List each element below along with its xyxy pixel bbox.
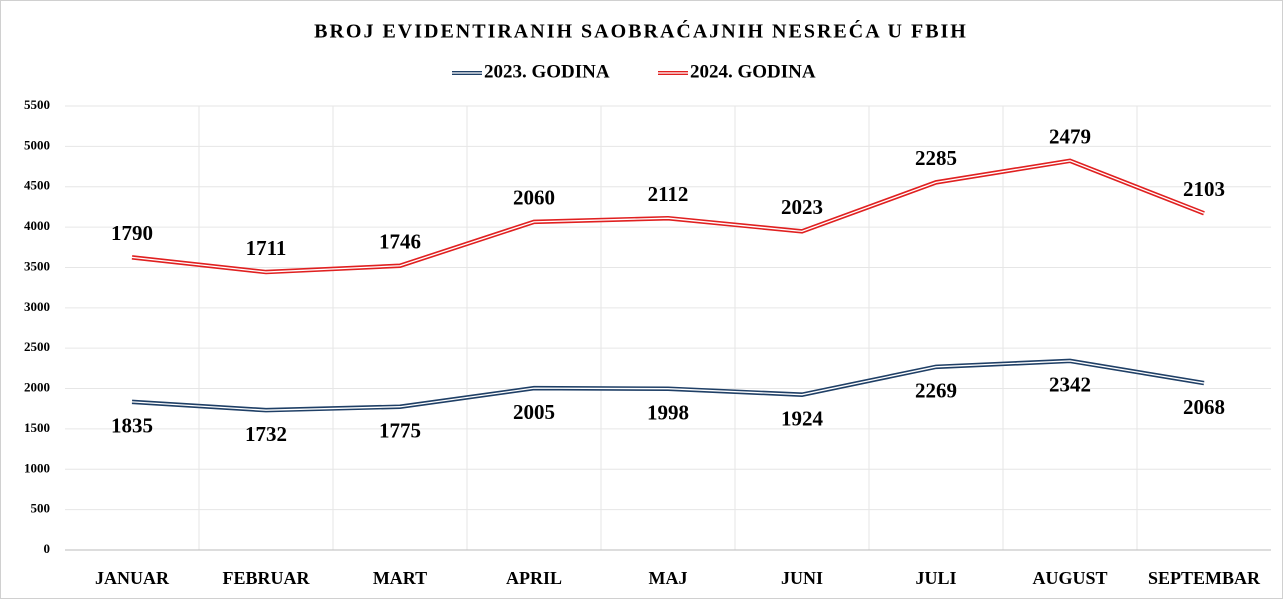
data-label: 2005	[513, 400, 555, 424]
y-tick-label: 2500	[24, 339, 50, 354]
series-line-inner	[131, 360, 1205, 411]
x-tick-label: JUNI	[781, 568, 823, 588]
y-tick-label: 1500	[24, 420, 50, 435]
data-label: 2103	[1183, 177, 1225, 201]
x-tick-label: MART	[373, 568, 427, 588]
data-label: 2060	[513, 186, 555, 210]
data-label: 1775	[379, 419, 421, 443]
x-tick-label: JANUAR	[95, 568, 170, 588]
data-label: 2112	[648, 182, 689, 206]
y-tick-label: 500	[31, 501, 51, 516]
data-label: 1924	[781, 406, 824, 430]
data-label: 2342	[1049, 373, 1091, 397]
data-label: 1835	[111, 414, 153, 438]
data-label: 2068	[1183, 395, 1225, 419]
series-line-inner	[131, 160, 1205, 273]
x-tick-label: JULI	[915, 568, 956, 588]
x-tick-label: APRIL	[506, 568, 562, 588]
data-label: 1732	[245, 422, 287, 446]
y-tick-label: 3000	[24, 299, 50, 314]
y-tick-label: 5500	[24, 97, 50, 112]
y-tick-label: 1000	[24, 460, 50, 475]
chart-title: BROJ EVIDENTIRANIH SAOBRAĆAJNIH NESREĆA …	[314, 19, 968, 43]
x-tick-label: AUGUST	[1032, 568, 1107, 588]
y-tick-label: 4000	[24, 218, 50, 233]
data-label: 1790	[111, 221, 153, 245]
y-tick-label: 5000	[24, 137, 50, 152]
y-tick-label: 3500	[24, 258, 50, 273]
data-label: 2269	[915, 379, 957, 403]
x-tick-label: FEBRUAR	[222, 568, 310, 588]
data-label: 1998	[647, 401, 689, 425]
data-label: 2479	[1049, 125, 1091, 149]
data-label: 2285	[915, 146, 957, 170]
legend-label: 2024. GODINA	[690, 61, 816, 82]
data-label: 1711	[246, 236, 287, 260]
x-tick-label: SEPTEMBAR	[1148, 568, 1261, 588]
data-label: 2023	[781, 195, 823, 219]
y-tick-label: 4500	[24, 178, 50, 193]
x-tick-label: MAJ	[649, 568, 688, 588]
legend-label: 2023. GODINA	[484, 61, 610, 82]
y-tick-label: 0	[44, 541, 51, 556]
y-tick-label: 2000	[24, 380, 50, 395]
data-label: 1746	[379, 230, 421, 254]
